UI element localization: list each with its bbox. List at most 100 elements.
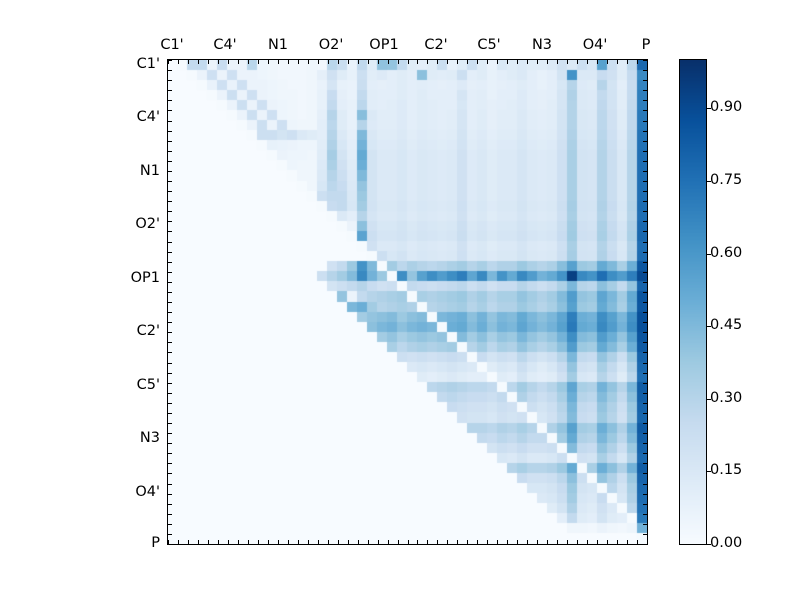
y-axis-tick <box>168 131 172 132</box>
x-axis-tick <box>577 540 578 544</box>
y-axis-tick <box>168 342 172 343</box>
x-axis-tick <box>497 540 498 544</box>
x-axis-tick <box>557 60 558 64</box>
x-axis-tick <box>627 540 628 544</box>
y-axis-tick <box>168 242 172 243</box>
x-axis-tick <box>637 60 638 64</box>
y-axis-tick <box>168 292 172 293</box>
x-axis-tick <box>388 540 389 544</box>
x-axis-tick <box>228 60 229 64</box>
x-axis-tick <box>447 540 448 544</box>
x-axis-tick <box>637 540 638 544</box>
y-axis-tick <box>643 544 647 545</box>
colorbar-tick-label-1: 0.15 <box>710 461 743 478</box>
x-axis-tick <box>318 60 319 64</box>
x-axis-tick <box>208 540 209 544</box>
y-axis-tick <box>168 171 172 172</box>
x-axis-tick <box>268 540 269 544</box>
x-axis-tick <box>348 540 349 544</box>
x-axis-tick <box>617 540 618 544</box>
x-axis-tick <box>248 60 249 64</box>
x-axis-tick <box>557 540 558 544</box>
colorbar-tick <box>707 544 711 545</box>
x-axis-tick <box>388 60 389 64</box>
colorbar-tick-label-3: 0.45 <box>710 316 743 333</box>
x-axis-tick <box>537 540 538 544</box>
colorbar-tick-label-4: 0.60 <box>710 244 743 261</box>
y-axis-tick <box>168 484 172 485</box>
x-axis-tick <box>437 60 438 64</box>
y-axis-tick <box>643 363 647 364</box>
x-axis-label-9: P <box>641 37 651 53</box>
y-axis-tick <box>168 514 172 515</box>
y-axis-tick <box>643 453 647 454</box>
x-axis-tick <box>607 540 608 544</box>
x-axis-tick <box>368 60 369 64</box>
colorbar-tick <box>707 399 711 400</box>
x-axis-tick <box>358 540 359 544</box>
y-axis-tick <box>643 252 647 253</box>
x-axis-tick <box>547 60 548 64</box>
x-axis-tick <box>258 540 259 544</box>
y-axis-tick <box>168 413 172 414</box>
y-axis-tick <box>168 504 172 505</box>
y-axis-tick <box>643 242 647 243</box>
y-axis-tick <box>168 90 172 91</box>
x-axis-tick <box>238 60 239 64</box>
x-axis-tick <box>447 60 448 64</box>
y-axis-tick <box>168 403 172 404</box>
x-axis-label-6: C5' <box>477 37 501 53</box>
y-axis-tick <box>643 423 647 424</box>
y-axis-label-6: C5' <box>136 376 160 393</box>
x-axis-tick <box>647 540 648 544</box>
x-axis-tick <box>218 60 219 64</box>
colorbar-tick-label-5: 0.75 <box>710 171 743 188</box>
y-axis-label-4: OP1 <box>130 269 160 286</box>
y-axis-tick <box>643 70 647 71</box>
y-axis-tick <box>643 322 647 323</box>
x-axis-tick <box>567 60 568 64</box>
x-axis-tick-labels: C1' C4' N1 O2' OP1 C2' C5' N3 O4' P <box>160 37 650 56</box>
y-axis-tick <box>168 393 172 394</box>
x-axis-tick <box>278 540 279 544</box>
y-axis-tick <box>168 443 172 444</box>
x-axis-tick <box>587 540 588 544</box>
x-axis-tick <box>308 540 309 544</box>
y-axis-tick <box>643 90 647 91</box>
y-axis-tick <box>168 231 172 232</box>
x-axis-tick <box>417 540 418 544</box>
y-axis-tick <box>168 423 172 424</box>
y-axis-tick <box>643 514 647 515</box>
y-axis-tick <box>168 201 172 202</box>
y-axis-label-1: C4' <box>136 108 160 125</box>
y-axis-tick <box>168 110 172 111</box>
y-axis-label-0: C1' <box>136 55 160 72</box>
y-axis-tick <box>643 463 647 464</box>
y-axis-tick <box>643 211 647 212</box>
x-axis-tick <box>288 60 289 64</box>
x-axis-tick <box>168 60 169 64</box>
y-axis-tick <box>168 383 172 384</box>
y-axis-tick <box>168 151 172 152</box>
y-axis-tick <box>168 221 172 222</box>
y-axis-tick <box>643 484 647 485</box>
x-axis-tick <box>328 540 329 544</box>
y-axis-tick <box>168 60 172 61</box>
x-axis-label-7: N3 <box>531 37 553 53</box>
y-axis-tick <box>643 231 647 232</box>
y-axis-label-3: O2' <box>135 215 160 232</box>
y-axis-tick <box>643 80 647 81</box>
y-axis-tick <box>168 70 172 71</box>
y-axis-tick <box>643 332 647 333</box>
y-axis-label-8: O4' <box>135 483 160 500</box>
y-axis-tick <box>643 524 647 525</box>
x-axis-label-1: C4' <box>213 37 237 53</box>
colorbar-gradient <box>680 60 706 544</box>
x-axis-tick <box>587 60 588 64</box>
y-axis-tick <box>643 131 647 132</box>
heatmap-matrix <box>168 60 647 544</box>
x-axis-tick <box>278 60 279 64</box>
colorbar-tick <box>707 254 711 255</box>
y-axis-tick <box>643 141 647 142</box>
x-axis-tick <box>417 60 418 64</box>
